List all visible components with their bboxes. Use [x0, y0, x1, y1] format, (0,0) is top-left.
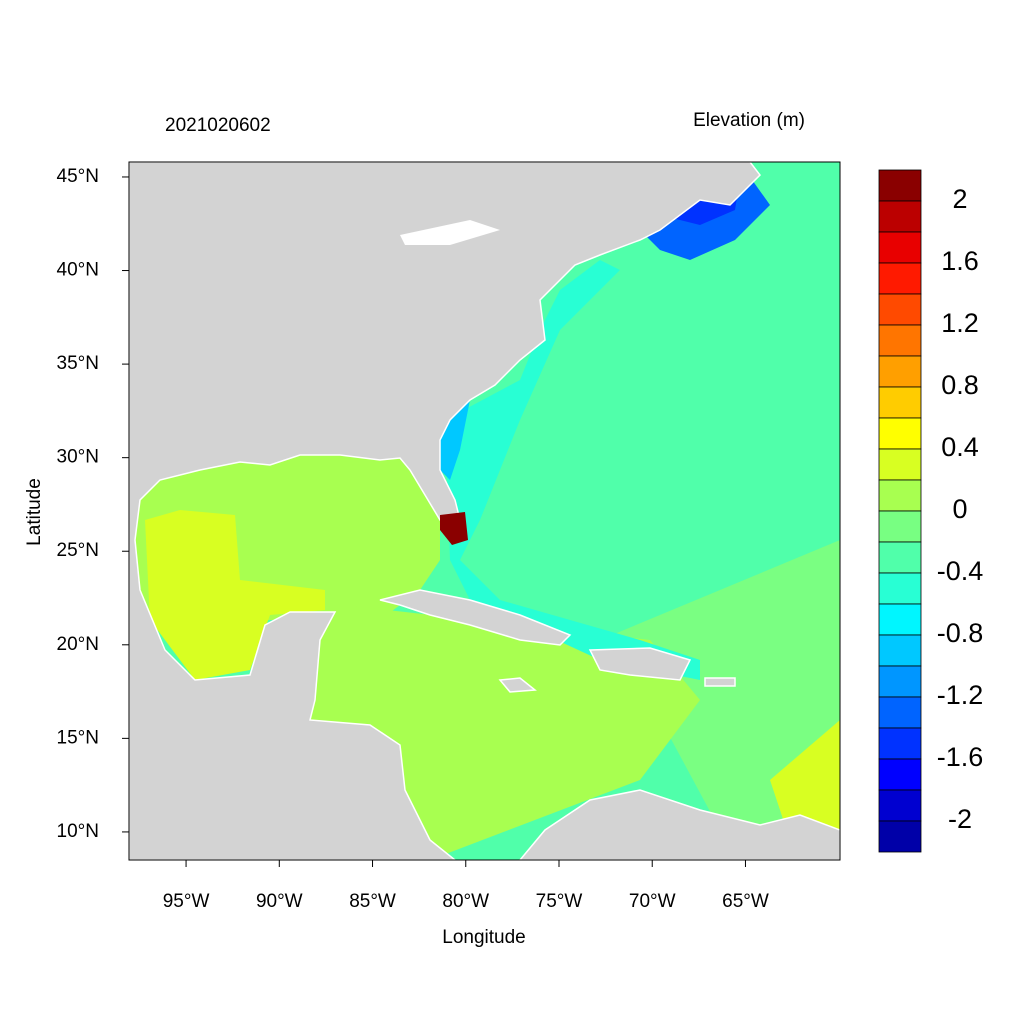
x-tick-label: 85°W [349, 891, 396, 912]
colorbar-box [878, 634, 922, 667]
colorbar-label: -0.8 [937, 618, 984, 648]
colorbar-label: -0.4 [937, 556, 984, 586]
subtitle: Elevation (m) [693, 110, 805, 131]
colorbar-box [878, 417, 922, 450]
x-tick-label: 70°W [629, 891, 676, 912]
colorbar-box [878, 324, 922, 357]
y-tick-label: 25°N [57, 540, 99, 561]
colorbar-label: -2 [948, 804, 972, 834]
colorbar-box [878, 541, 922, 574]
x-tick-label: 80°W [442, 891, 489, 912]
colorbar-box [878, 603, 922, 636]
colorbar-box [878, 727, 922, 760]
map-field [129, 162, 840, 860]
map-frame [128, 161, 841, 861]
y-tick-label: 35°N [57, 353, 99, 374]
florida-surge [440, 512, 468, 545]
colorbar-label: 0 [952, 494, 967, 524]
west-gulf [145, 510, 325, 680]
colorbar-box [878, 820, 922, 853]
colorbar-box [878, 386, 922, 419]
south-america [519, 789, 840, 860]
colorbar-box [878, 572, 922, 605]
x-axis-label: Longitude [442, 927, 525, 948]
great-lakes [400, 220, 500, 245]
north-america [129, 162, 761, 860]
colorbar-box [878, 169, 922, 202]
colorbar-box [878, 789, 922, 822]
y-tick-label: 15°N [57, 727, 99, 748]
colorbar-label: -1.6 [937, 742, 984, 772]
colorbar-box [878, 293, 922, 326]
y-tick-label: 30°N [57, 447, 99, 468]
title: 2021020602 [165, 115, 271, 136]
colorbar-box [878, 696, 922, 729]
colorbar-box [878, 448, 922, 481]
x-tick-label: 95°W [163, 891, 210, 912]
colorbar-box [878, 758, 922, 791]
colorbar-label: -1.2 [937, 680, 984, 710]
y-tick-label: 10°N [57, 821, 99, 842]
colorbar-box [878, 262, 922, 295]
colorbar-box [878, 231, 922, 264]
colorbar-box [878, 355, 922, 388]
x-tick-label: 75°W [536, 891, 583, 912]
colorbar-label: 1.6 [941, 246, 979, 276]
colorbar-label: 0.4 [941, 432, 979, 462]
y-tick-label: 20°N [57, 634, 99, 655]
hispaniola [588, 647, 692, 681]
colorbar-label: 2 [952, 184, 967, 214]
y-tick-label: 40°N [57, 260, 99, 281]
y-axis-label: Latitude [24, 478, 45, 546]
colorbar-box [878, 479, 922, 512]
x-tick-label: 90°W [256, 891, 303, 912]
colorbar-box [878, 200, 922, 233]
colorbar-label: 1.2 [941, 308, 979, 338]
jamaica [498, 677, 537, 693]
colorbar-box [878, 665, 922, 698]
colorbar-box [878, 510, 922, 543]
puerto-rico [704, 677, 736, 687]
y-tick-label: 45°N [57, 166, 99, 187]
coastal-shelf [445, 260, 700, 680]
x-tick-label: 65°W [722, 891, 769, 912]
colorbar-label: 0.8 [941, 370, 979, 400]
cuba [379, 589, 572, 646]
